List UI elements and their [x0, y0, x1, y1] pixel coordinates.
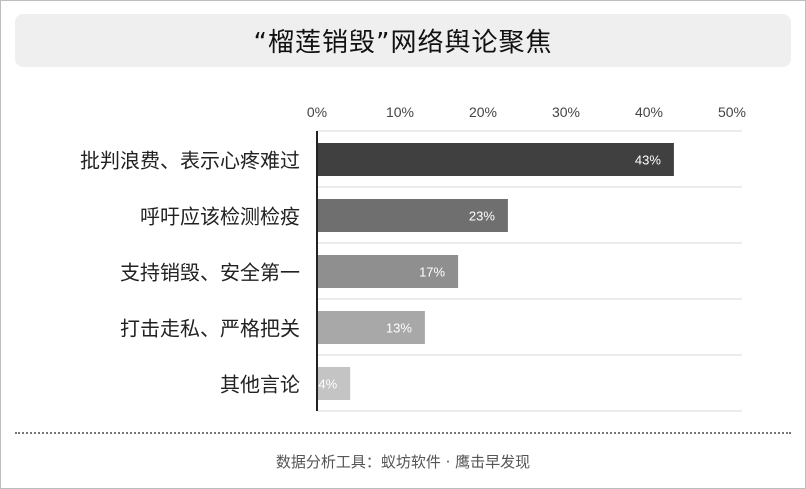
data-label: 4% — [318, 377, 337, 392]
x-tick-label: 10% — [386, 104, 414, 120]
x-tick-label: 0% — [307, 104, 327, 120]
x-tick-label: 30% — [552, 104, 580, 120]
data-label: 23% — [469, 209, 495, 224]
data-label: 43% — [635, 153, 661, 168]
data-label: 13% — [386, 321, 412, 336]
bar — [317, 311, 425, 344]
source-footer: 数据分析工具：蚁坊软件 · 鹰击早发现 — [275, 453, 531, 471]
bar — [317, 255, 459, 288]
title-banner: “榴莲销毁”网络舆论聚焦 — [15, 14, 791, 67]
bar — [317, 199, 508, 232]
category-label: 批判浪费、表示心疼难过 — [80, 149, 300, 173]
category-label: 其他言论 — [220, 373, 300, 397]
x-tick-label: 50% — [718, 104, 746, 120]
bar — [317, 367, 351, 400]
bar — [317, 143, 674, 176]
x-tick-label: 40% — [635, 104, 663, 120]
chart-title: “榴莲销毁”网络舆论聚焦 — [253, 28, 553, 58]
footer-divider — [15, 432, 791, 434]
category-label: 呼吁应该检测检疫 — [140, 205, 300, 229]
category-label: 打击走私、严格把关 — [120, 317, 300, 341]
data-label: 17% — [419, 265, 445, 280]
category-label: 支持销毁、安全第一 — [120, 261, 300, 285]
x-tick-label: 20% — [469, 104, 497, 120]
